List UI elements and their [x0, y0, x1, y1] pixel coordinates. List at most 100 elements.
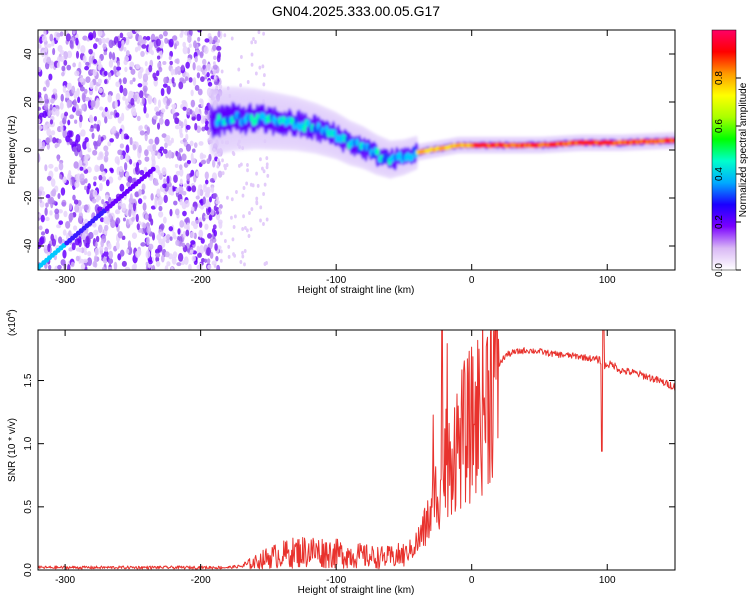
- spectrogram-noise-cell: [171, 35, 178, 41]
- spectrogram-noise-cell: [262, 169, 266, 174]
- spectrogram-noise-cell: [39, 235, 45, 245]
- spectrogram-noise-cell: [80, 263, 86, 270]
- spectrogram-noise-cell: [86, 235, 90, 245]
- spectrogram-y-tick-label: -40: [23, 238, 34, 253]
- spectrogram-noise-cell: [61, 199, 67, 207]
- spectrogram-x-ticks: -300 -200 -100 0 100: [55, 30, 616, 286]
- spectrogram-noise-cell: [165, 238, 170, 244]
- spectrogram-noise-cell: [198, 221, 203, 228]
- spectrogram-noise-cell: [181, 79, 187, 84]
- spectrogram-noise-cell: [167, 150, 173, 159]
- spectrogram-noise-cell: [190, 206, 195, 212]
- spectrogram-noise-cell: [93, 123, 98, 129]
- spectrogram-noise-cell: [168, 55, 172, 61]
- spectrogram-noise-cell: [170, 191, 175, 196]
- spectrogram-noise-cell: [151, 158, 156, 167]
- spectrogram-noise-cell: [144, 213, 149, 220]
- spectrogram-noise-cell: [210, 209, 215, 216]
- spectrogram-noise-cell: [206, 72, 210, 78]
- spectrogram-noise-cell: [88, 55, 93, 65]
- snr-x-tick-label: 100: [599, 575, 616, 586]
- spectrogram-noise-cell: [163, 194, 168, 204]
- spectrogram-noise-cell: [146, 226, 152, 235]
- spectrogram-noise-cell: [165, 234, 171, 241]
- spectrogram-noise-cell: [134, 46, 139, 53]
- spectrogram-noise-cell: [162, 216, 167, 224]
- spectrogram-noise-cell: [72, 146, 77, 153]
- spectrogram-noise-cell: [125, 248, 130, 254]
- spectrogram-noise-cell: [148, 243, 154, 250]
- spectrogram-noise-cell: [156, 47, 162, 52]
- spectrogram-noise: [38, 30, 270, 270]
- spectrogram-noise-cell: [198, 230, 203, 238]
- spectrogram-noise-cell: [47, 243, 51, 253]
- spectrogram-noise-cell: [49, 33, 54, 42]
- spectrogram-noise-cell: [52, 47, 56, 56]
- spectrogram-noise-cell: [54, 208, 60, 215]
- colorbar-tick-label: 0.4: [714, 167, 725, 181]
- spectrogram-noise-cell: [193, 142, 198, 148]
- spectrogram-y-tick-label: 0: [23, 147, 34, 153]
- spectrogram-noise-cell: [47, 264, 52, 270]
- spectrogram-noise-cell: [263, 182, 267, 187]
- spectrogram-noise-cell: [107, 258, 114, 265]
- spectrogram-noise-cell: [122, 77, 127, 85]
- spectrogram-noise-cell: [239, 260, 243, 265]
- spectrogram-noise-cell: [130, 97, 135, 106]
- spectrogram-noise-cell: [191, 148, 196, 153]
- spectrogram-noise-cell: [38, 118, 41, 124]
- spectrogram-noise-cell: [197, 36, 201, 42]
- spectrogram-noise-cell: [216, 164, 220, 169]
- spectrogram-noise-cell: [143, 166, 148, 174]
- spectrogram-noise-cell: [155, 260, 161, 267]
- spectrogram-noise-cell: [160, 254, 165, 263]
- spectrogram-noise-cell: [263, 73, 266, 78]
- spectrogram-noise-cell: [183, 256, 189, 265]
- spectrogram-noise-cell: [84, 185, 88, 191]
- spectrogram-noise-cell: [184, 218, 189, 223]
- spectrogram-noise-cell: [154, 106, 160, 113]
- spectrogram-noise-cell: [173, 200, 178, 206]
- spectrogram-noise-cell: [78, 61, 82, 71]
- spectrogram-noise-cell: [144, 81, 148, 86]
- spectrogram-noise-cell: [63, 210, 68, 218]
- spectrogram-noise-cell: [217, 170, 223, 178]
- spectrogram-noise-cell: [196, 113, 202, 122]
- spectrogram-noise-cell: [206, 258, 211, 265]
- spectrogram-noise-cell: [87, 183, 91, 190]
- spectrogram-noise-cell: [66, 64, 72, 71]
- spectrogram-noise-cell: [93, 181, 97, 187]
- spectrogram-noise-cell: [191, 185, 197, 193]
- spectrogram-noise-cell: [93, 255, 98, 264]
- snr-series-line: [38, 330, 675, 570]
- spectrogram-noise-cell: [97, 224, 103, 234]
- spectrogram-noise-cell: [103, 70, 108, 76]
- ridge-core: [302, 124, 307, 133]
- spectrogram-noise-cell: [88, 32, 94, 41]
- spectrogram-noise-cell: [166, 85, 171, 95]
- spectrogram-noise-cell: [190, 89, 194, 97]
- spectrogram-noise-cell: [168, 38, 174, 48]
- spectrogram-noise-cell: [181, 100, 187, 105]
- spectrogram-noise-cell: [94, 241, 98, 248]
- spectrogram-noise-cell: [58, 220, 64, 225]
- spectrogram-noise-cell: [80, 45, 86, 54]
- ridge-core: [375, 147, 380, 156]
- spectrogram-noise-cell: [208, 196, 212, 203]
- spectrogram-noise-cell: [186, 248, 191, 253]
- spectrogram-noise-cell: [258, 65, 262, 70]
- spectrogram-noise-cell: [96, 165, 101, 172]
- spectrogram-noise-cell: [102, 175, 107, 182]
- spectrogram-noise-cell: [115, 112, 120, 118]
- spectrogram-noise-cell: [234, 214, 237, 219]
- spectrogram-noise-cell: [155, 256, 160, 263]
- spectrogram-noise-cell: [200, 238, 205, 244]
- spectrogram-noise-cell: [126, 31, 132, 37]
- spectrogram-noise-cell: [52, 137, 57, 144]
- spectrogram-noise-cell: [194, 84, 200, 91]
- spectrogram-noise-cell: [192, 62, 196, 71]
- spectrogram-noise-cell: [51, 107, 57, 116]
- spectrogram-noise-cell: [212, 64, 218, 70]
- spectrogram-noise-cell: [103, 51, 108, 56]
